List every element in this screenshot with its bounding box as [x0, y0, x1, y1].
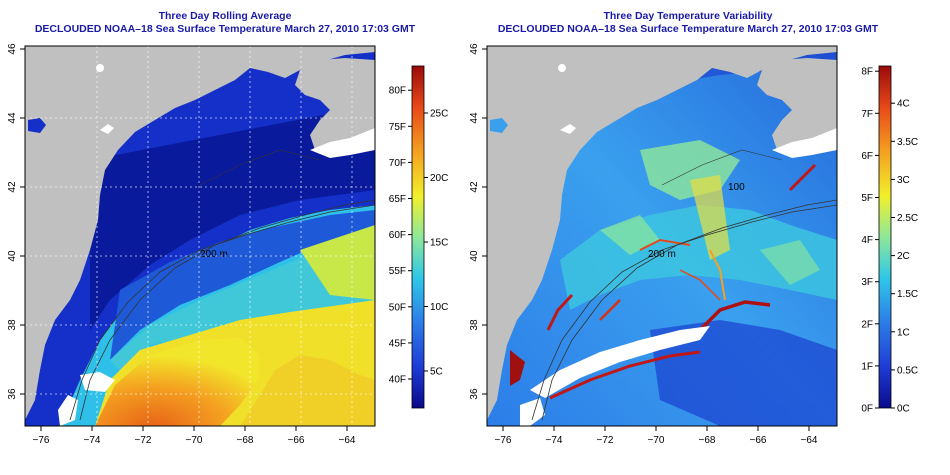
right-x-tick-label: −72	[597, 435, 614, 446]
right-colorbar-f-labels: 0F 1F 2F 3F 4F 5F 6F 7F 8F	[861, 67, 879, 415]
right-colorbar: 0F 1F 2F 3F 4F 5F 6F 7F 8F 0C 0.5C 1C 1.5C 2C 2.5C 3C 3…	[861, 65, 918, 415]
right-colorbar-f-label: 3F	[861, 277, 873, 288]
right-colorbar-c-label: 1C	[897, 327, 910, 338]
right-colorbar-gradient	[878, 65, 892, 409]
right-colorbar-f-label: 7F	[861, 109, 873, 120]
right-x-tick-label: −64	[801, 435, 818, 446]
left-isobath-label: 200 m	[200, 249, 228, 260]
right-title-line1: Three Day Temperature Variability	[603, 10, 773, 22]
left-colorbar-f-label: 65F	[389, 194, 406, 205]
left-x-tick-label: −68	[237, 435, 254, 446]
left-map-frame	[24, 45, 376, 427]
left-colorbar-f-label: 80F	[389, 86, 406, 97]
left-colorbar-f-label: 70F	[389, 158, 406, 169]
left-map: 200 m	[25, 46, 375, 426]
left-colorbar: 40F 45F 50F 55F 60F 65F 70F 75F 80F 5C 10C 15C 20C 2…	[389, 65, 448, 409]
right-colorbar-c-label: 2.5C	[897, 213, 918, 224]
left-colorbar-f-label: 55F	[389, 266, 406, 277]
right-colorbar-f-label: 2F	[861, 319, 873, 330]
right-title: Three Day Temperature Variability DECLOU…	[468, 10, 908, 36]
right-colorbar-c-label: 0.5C	[897, 365, 918, 376]
right-colorbar-c-label: 3.5C	[897, 137, 918, 148]
right-map-frame	[486, 45, 838, 427]
right-y-tick-label: 38	[469, 319, 480, 331]
left-y-tick-label: 36	[7, 388, 18, 400]
left-x-tick-label: −64	[339, 435, 356, 446]
left-y-tick-label: 40	[7, 250, 18, 262]
right-colorbar-f-label: 1F	[861, 361, 873, 372]
right-isobath-label-100: 100	[728, 182, 745, 193]
right-y-tick-label: 46	[469, 43, 480, 55]
right-x-tick-label: −74	[546, 435, 563, 446]
left-y-tick-label: 38	[7, 319, 18, 331]
left-y-tick-label: 46	[7, 43, 18, 55]
right-colorbar-c-labels: 0C 0.5C 1C 1.5C 2C 2.5C 3C 3.5C 4C	[891, 99, 918, 415]
left-title-line2: DECLOUDED NOAA–18 Sea Surface Temperatur…	[34, 23, 416, 35]
right-colorbar-c-label: 3C	[897, 175, 910, 186]
left-title-line1: Three Day Rolling Average	[158, 10, 292, 22]
right-colorbar-f-label: 0F	[861, 404, 873, 415]
left-x-tick-label: −70	[186, 435, 203, 446]
right-colorbar-c-label: 2C	[897, 251, 910, 262]
right-colorbar-c-label: 1.5C	[897, 289, 918, 300]
left-x-tick-label: −66	[288, 435, 305, 446]
left-y-tick-label: 44	[7, 112, 18, 124]
left-axes: −76 −74 −72 −70 −68 −66 −64 36 38 40 42 44 46	[7, 43, 356, 446]
right-y-tick-label: 42	[469, 181, 480, 193]
right-colorbar-c-label: 4C	[897, 99, 910, 110]
left-colorbar-c-label: 10C	[430, 302, 448, 313]
right-colorbar-f-label: 8F	[861, 67, 873, 78]
right-x-tick-label: −76	[495, 435, 512, 446]
right-title-line2: DECLOUDED NOAA–18 Sea Surface Temperatur…	[497, 23, 879, 35]
left-y-tick-label: 42	[7, 181, 18, 193]
right-isobath-label-200: 200 m	[648, 249, 676, 260]
right-colorbar-f-label: 4F	[861, 235, 873, 246]
left-x-tick-label: −72	[135, 435, 152, 446]
left-colorbar-f-labels: 40F 45F 50F 55F 60F 65F 70F 75F 80F	[389, 86, 412, 386]
right-y-tick-label: 44	[469, 112, 480, 124]
left-colorbar-c-labels: 5C 10C 15C 20C 25C	[424, 109, 448, 378]
left-x-tick-label: −76	[33, 435, 50, 446]
left-colorbar-c-label: 25C	[430, 109, 448, 120]
right-y-tick-label: 36	[469, 388, 480, 400]
right-colorbar-c-label: 0C	[897, 404, 910, 415]
right-map: 200 m 100	[487, 46, 837, 426]
left-colorbar-f-label: 75F	[389, 122, 406, 133]
left-x-tick-label: −74	[84, 435, 101, 446]
right-y-tick-label: 40	[469, 250, 480, 262]
left-colorbar-f-label: 45F	[389, 338, 406, 349]
right-x-tick-label: −66	[750, 435, 767, 446]
left-colorbar-f-label: 50F	[389, 302, 406, 313]
left-colorbar-c-label: 5C	[430, 367, 443, 378]
left-colorbar-f-label: 40F	[389, 375, 406, 386]
right-x-tick-label: −70	[648, 435, 665, 446]
left-title: Three Day Rolling Average DECLOUDED NOAA…	[5, 10, 445, 36]
left-colorbar-gradient	[411, 65, 425, 409]
right-axes: −76 −74 −72 −70 −68 −66 −64 36 38 40 42 44 46	[469, 43, 818, 446]
left-colorbar-c-label: 15C	[430, 238, 448, 249]
left-colorbar-c-label: 20C	[430, 173, 448, 184]
left-colorbar-f-label: 60F	[389, 230, 406, 241]
right-colorbar-f-label: 5F	[861, 193, 873, 204]
right-x-tick-label: −68	[699, 435, 716, 446]
right-colorbar-f-label: 6F	[861, 151, 873, 162]
